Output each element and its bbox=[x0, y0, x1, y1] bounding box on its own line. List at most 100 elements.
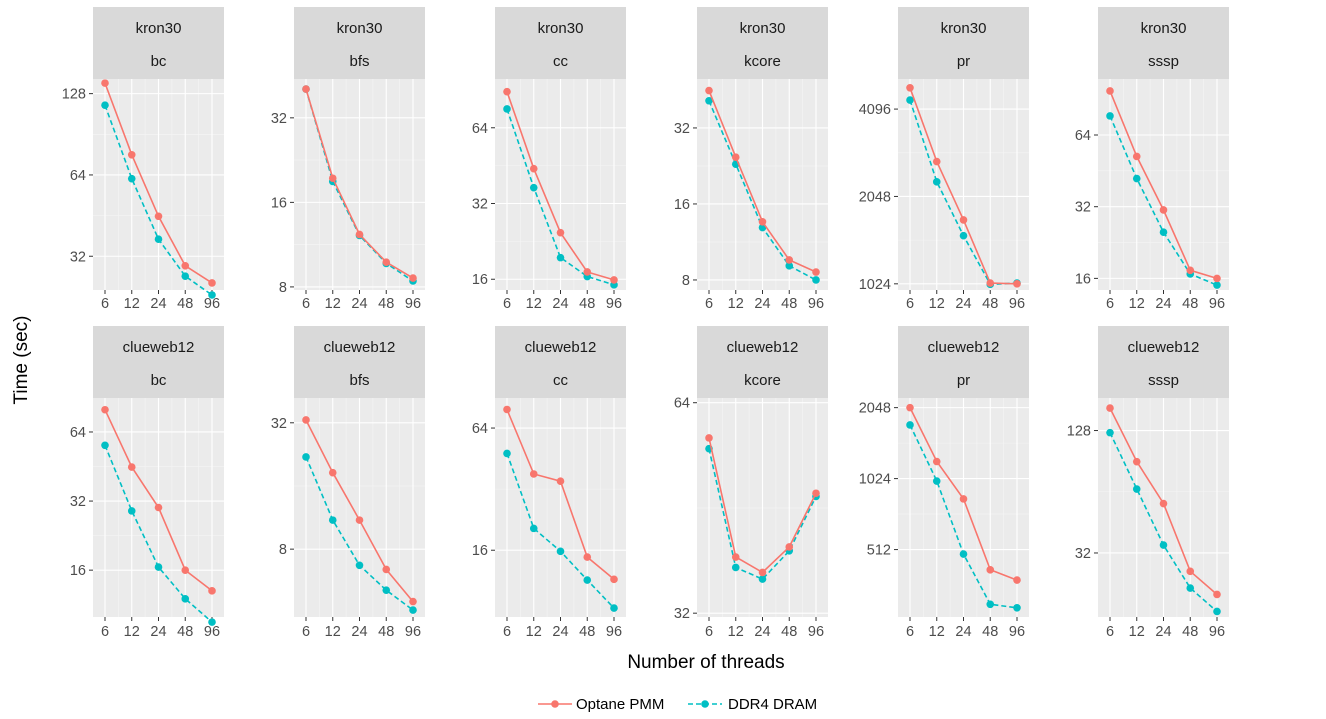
data-point-optane-pmm bbox=[932, 157, 941, 166]
x-tick-label: 6 bbox=[302, 296, 310, 312]
y-axis-title: Time (sec) bbox=[11, 315, 32, 404]
data-point-ddr4-dram bbox=[127, 507, 136, 515]
data-point-ddr4-dram bbox=[409, 606, 417, 614]
x-tick-label: 24 bbox=[955, 624, 971, 640]
data-point-ddr4-dram bbox=[127, 174, 136, 183]
y-tick-label: 64 bbox=[70, 425, 86, 441]
y-tick-label: 1024 bbox=[859, 277, 891, 293]
x-tick-label: 12 bbox=[929, 296, 945, 312]
data-point-optane-pmm bbox=[1106, 404, 1114, 412]
data-point-optane-pmm bbox=[127, 463, 136, 471]
x-tick-label: 24 bbox=[150, 296, 166, 312]
data-point-optane-pmm bbox=[610, 575, 618, 584]
data-point-ddr4-dram bbox=[503, 449, 511, 458]
legend-entry-optane-pmm: Optane PMM bbox=[538, 696, 664, 713]
strip-algorithm-label: pr bbox=[957, 372, 970, 389]
data-point-ddr4-dram bbox=[101, 441, 109, 450]
data-point-optane-pmm bbox=[101, 79, 109, 87]
strip-dataset-label: kron30 bbox=[136, 20, 182, 37]
panel-kron30-pr: kron30 pr 1024 2048 4096 6 12 24 48 96 bbox=[859, 7, 1029, 312]
x-tick-label: 12 bbox=[1129, 296, 1145, 312]
data-point-ddr4-dram bbox=[1106, 112, 1114, 120]
x-tick-label: 48 bbox=[177, 624, 193, 640]
x-tick-label: 96 bbox=[1009, 624, 1025, 640]
data-point-optane-pmm bbox=[208, 279, 216, 287]
data-point-ddr4-dram bbox=[1213, 281, 1221, 289]
data-point-optane-pmm bbox=[705, 86, 713, 95]
strip-algorithm-label: bfs bbox=[349, 372, 369, 389]
data-point-optane-pmm bbox=[1132, 152, 1141, 161]
x-tick-label: 96 bbox=[1009, 296, 1025, 312]
x-tick-label: 24 bbox=[351, 624, 367, 640]
x-axis-title: Number of threads bbox=[627, 652, 784, 673]
data-point-ddr4-dram bbox=[556, 253, 565, 262]
y-tick-label: 64 bbox=[674, 396, 690, 412]
data-point-optane-pmm bbox=[785, 543, 794, 551]
panel-clueweb12-sssp: clueweb12 sssp 32 128 6 12 24 48 96 bbox=[1067, 326, 1229, 640]
x-tick-label: 12 bbox=[929, 624, 945, 640]
y-tick-label: 128 bbox=[62, 87, 86, 103]
x-tick-label: 96 bbox=[808, 296, 824, 312]
x-tick-label: 48 bbox=[579, 624, 595, 640]
y-tick-label: 16 bbox=[472, 272, 488, 288]
data-point-optane-pmm bbox=[1106, 87, 1114, 95]
data-point-optane-pmm bbox=[355, 516, 364, 524]
x-tick-label: 48 bbox=[1182, 624, 1198, 640]
panel-strip bbox=[294, 7, 425, 79]
x-tick-label: 48 bbox=[378, 624, 394, 640]
data-point-optane-pmm bbox=[959, 495, 968, 503]
x-tick-label: 24 bbox=[552, 624, 568, 640]
data-point-ddr4-dram bbox=[583, 576, 592, 584]
data-point-optane-pmm bbox=[812, 489, 820, 498]
data-point-optane-pmm bbox=[355, 230, 364, 239]
data-point-ddr4-dram bbox=[705, 96, 713, 105]
data-point-optane-pmm bbox=[1213, 274, 1221, 283]
strip-algorithm-label: kcore bbox=[744, 372, 781, 389]
y-tick-label: 8 bbox=[682, 273, 690, 289]
series-line-ddr4-dram bbox=[506, 108, 615, 286]
y-tick-label: 2048 bbox=[859, 401, 891, 417]
panel-kron30-bc: kron30 bc 32 64 128 6 12 24 48 96 bbox=[62, 7, 224, 312]
x-tick-label: 24 bbox=[351, 296, 367, 312]
panel-strip bbox=[93, 7, 224, 79]
panel-strip bbox=[898, 7, 1029, 79]
y-tick-label: 64 bbox=[472, 421, 488, 437]
strip-algorithm-label: bc bbox=[151, 53, 167, 70]
data-point-optane-pmm bbox=[409, 597, 417, 606]
y-tick-label: 128 bbox=[1067, 424, 1091, 440]
data-point-optane-pmm bbox=[610, 276, 618, 284]
data-point-ddr4-dram bbox=[1106, 428, 1114, 437]
data-point-ddr4-dram bbox=[1132, 485, 1141, 493]
x-tick-label: 12 bbox=[124, 296, 140, 312]
strip-algorithm-label: sssp bbox=[1148, 372, 1179, 389]
data-point-optane-pmm bbox=[731, 153, 740, 162]
data-point-optane-pmm bbox=[382, 258, 391, 266]
legend-label: Optane PMM bbox=[576, 696, 664, 713]
strip-dataset-label: kron30 bbox=[538, 20, 584, 37]
data-point-optane-pmm bbox=[583, 268, 592, 276]
x-tick-label: 12 bbox=[526, 624, 542, 640]
panel-kron30-kcore: kron30 kcore 8 16 32 6 12 24 48 96 bbox=[674, 7, 828, 312]
x-tick-label: 12 bbox=[1129, 624, 1145, 640]
x-tick-label: 12 bbox=[728, 296, 744, 312]
data-point-optane-pmm bbox=[1013, 280, 1021, 288]
data-point-ddr4-dram bbox=[1159, 541, 1168, 549]
y-tick-label: 32 bbox=[271, 416, 287, 432]
strip-dataset-label: kron30 bbox=[1141, 20, 1187, 37]
legend-key-point bbox=[551, 700, 559, 708]
data-point-ddr4-dram bbox=[1213, 607, 1221, 616]
x-tick-label: 96 bbox=[405, 296, 421, 312]
data-point-ddr4-dram bbox=[906, 96, 914, 104]
strip-dataset-label: clueweb12 bbox=[525, 339, 597, 356]
y-tick-label: 64 bbox=[70, 168, 86, 184]
x-tick-label: 6 bbox=[1106, 624, 1114, 640]
y-tick-label: 1024 bbox=[859, 472, 891, 488]
data-point-optane-pmm bbox=[208, 587, 216, 595]
x-tick-label: 6 bbox=[503, 296, 511, 312]
data-point-ddr4-dram bbox=[154, 235, 163, 244]
y-tick-label: 16 bbox=[674, 197, 690, 213]
data-point-optane-pmm bbox=[932, 457, 941, 466]
strip-dataset-label: clueweb12 bbox=[324, 339, 396, 356]
data-point-optane-pmm bbox=[409, 274, 417, 282]
